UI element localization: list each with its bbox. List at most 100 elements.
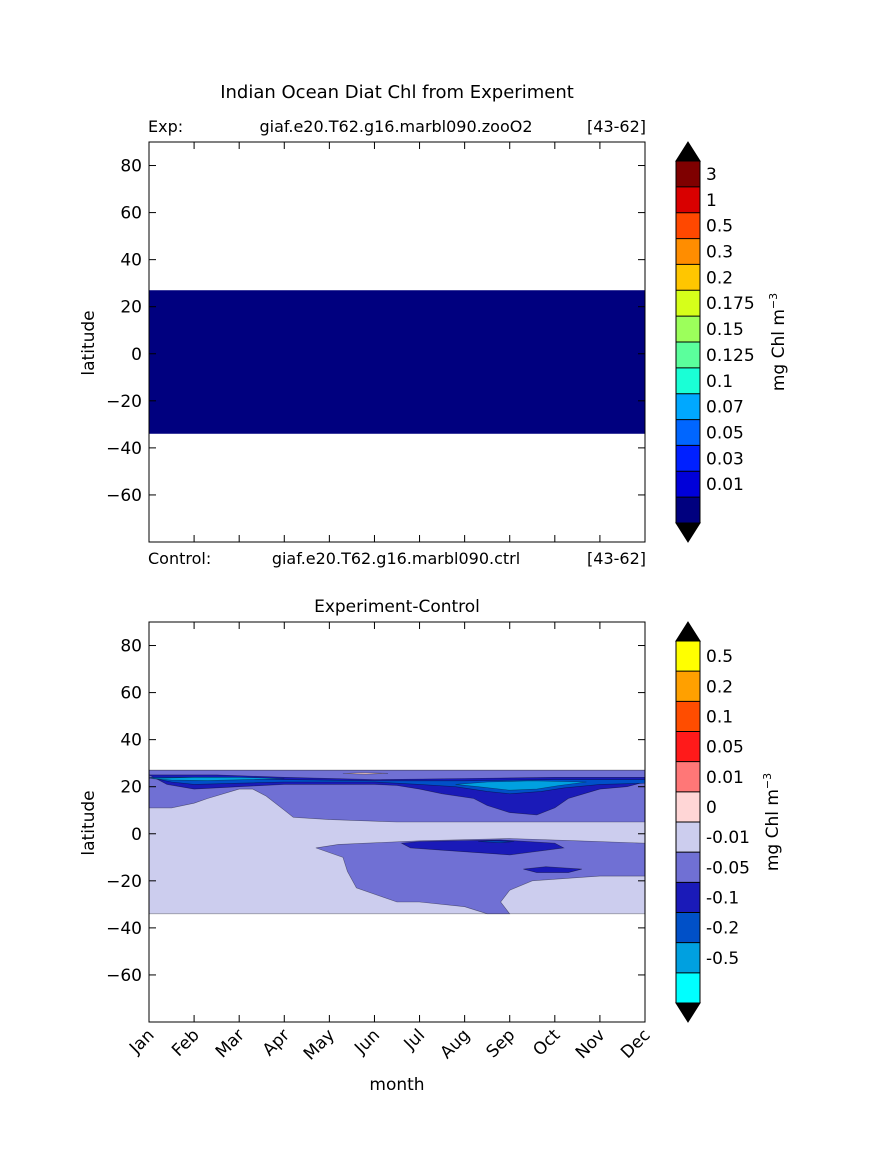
bottom-y-axis: 80 60 40 20 0 −20 −40 −60 (106, 637, 645, 986)
bottom-colorbar-swatch (676, 791, 700, 823)
top-ytick-label: −20 (106, 392, 142, 412)
top-panel: Exp: giaf.e20.T62.g16.marbl090.zooO2 [43… (79, 117, 789, 568)
top-ytick-label: 40 (120, 251, 142, 271)
bottom-colorbar-swatch (676, 852, 700, 883)
bottom-x-axis-label: month (369, 1075, 424, 1095)
top-colorbar-swatch (676, 186, 700, 214)
top-colorbar-swatch (676, 445, 700, 472)
bottom-contour-region (478, 840, 515, 844)
bottom-ytick-label: 0 (131, 825, 142, 845)
bottom-colorbar-tick-label: 0.2 (706, 677, 733, 697)
top-colorbar-tick-label: 0.01 (706, 475, 744, 495)
top-colorbar-swatch (676, 419, 700, 446)
bottom-colorbar-tick-label: -0.2 (706, 919, 739, 939)
bottom-contour-region (148, 776, 285, 781)
bottom-colorbar-swatch (676, 671, 700, 702)
top-colorbar-swatch (676, 161, 700, 188)
bottom-ytick-label: 60 (120, 684, 142, 704)
top-control-case: giaf.e20.T62.g16.marbl090.ctrl (272, 549, 520, 568)
bottom-colorbar: 0.5 0.2 0.1 0.05 0.01 0 -0.01 -0.05 -0.1 -0.2 -0.5 (675, 621, 750, 1023)
bottom-ytick-label: −20 (106, 872, 142, 892)
bottom-colorbar-tick-label: 0.5 (706, 647, 733, 667)
top-y-axis-label: latitude (79, 310, 99, 375)
top-colorbar-tick-label: 0.125 (706, 346, 755, 366)
bottom-colorbar-swatch (676, 972, 700, 1004)
top-colorbar-swatch (676, 212, 700, 239)
bottom-colorbar-tick-label: 0.1 (706, 707, 733, 727)
top-colorbar-tick-label: 0.3 (706, 243, 733, 263)
top-colorbar-tick-label: 0.5 (706, 217, 733, 237)
bottom-ytick-label: 20 (120, 778, 142, 798)
bottom-colorbar-tick-label: 0 (706, 798, 717, 818)
top-plot-frame (148, 141, 646, 543)
top-colorbar-tick-label: 0.1 (706, 372, 733, 392)
top-colorbar-swatch (676, 290, 700, 317)
top-colorbar-swatch (676, 497, 700, 524)
top-colorbar-swatch (676, 264, 700, 291)
bottom-colorbar-swatch (676, 912, 700, 944)
top-colorbar-swatch (676, 367, 700, 395)
top-colorbar-swatch (676, 316, 700, 343)
bottom-colorbar-tick-label: -0.01 (706, 828, 750, 848)
bottom-ytick-label: −60 (106, 966, 142, 986)
bottom-ytick-label: −40 (106, 919, 142, 939)
top-exp-label: Exp: (148, 117, 183, 136)
bottom-contour-region (342, 772, 389, 775)
top-control-label: Control: (148, 549, 211, 568)
bottom-colorbar-swatch (676, 882, 700, 913)
bottom-colorbar-tick-label: 0.05 (706, 738, 744, 758)
bottom-colorbar-swatch (676, 731, 700, 763)
bottom-colorbar-tick-label: 0.01 (706, 768, 744, 788)
bottom-colorbar-tick-label: -0.1 (706, 888, 739, 908)
bottom-colorbar-tick-label: -0.05 (706, 858, 750, 878)
bottom-colorbar-swatch (676, 942, 700, 974)
top-colorbar-swatch (676, 393, 700, 420)
bottom-colorbar-swatch (676, 701, 700, 732)
bottom-colorbar-tick-label: -0.5 (706, 949, 739, 969)
bottom-contour-region (455, 780, 587, 791)
bottom-contour-region (315, 838, 646, 915)
bottom-contour-region (523, 866, 582, 873)
top-exp-case: giaf.e20.T62.g16.marbl090.zooO2 (259, 117, 532, 136)
top-ytick-label: 80 (120, 157, 142, 177)
top-colorbar-swatch (676, 471, 700, 498)
bottom-contour-fill (148, 769, 646, 915)
top-colorbar-tick-label: 0.175 (706, 294, 755, 314)
top-x-ticks (148, 142, 646, 542)
figure-title: Indian Ocean Diat Chl from Experiment (220, 82, 574, 103)
top-ytick-label: 20 (120, 298, 142, 318)
top-exp-years: [43-62] (587, 117, 646, 136)
top-colorbar: 3 1 0.5 0.3 0.2 0.175 0.15 0.125 0.1 0.07 0.05 0.03… (675, 141, 755, 543)
top-data-fill (149, 290, 645, 434)
bottom-colorbar-swatch (676, 761, 700, 793)
top-colorbar-tick-label: 1 (706, 191, 717, 211)
top-colorbar-tick-label: 0.15 (706, 320, 744, 340)
top-colorbar-tick-label: 0.07 (706, 398, 744, 418)
bottom-contour-region (400, 839, 565, 856)
bottom-colorbar-label: mg Chl m−3 (761, 773, 783, 871)
bottom-plot-frame (148, 621, 646, 1023)
bottom-y-axis-label: latitude (79, 790, 99, 855)
top-colorbar-tick-label: 0.03 (706, 449, 744, 469)
top-ytick-label: 60 (120, 204, 142, 224)
bottom-colorbar-swatch (676, 822, 700, 853)
top-colorbar-swatch (676, 238, 700, 265)
top-control-years: [43-62] (587, 549, 646, 568)
top-colorbar-tick-label: 0.05 (706, 424, 744, 444)
bottom-colorbar-swatch (676, 641, 700, 672)
top-fill-band (149, 290, 645, 434)
bottom-ytick-label: 40 (120, 731, 142, 751)
top-colorbar-swatch (676, 342, 700, 369)
top-colorbar-label: mg Chl m−3 (767, 293, 789, 391)
top-colorbar-tick-label: 3 (706, 165, 717, 185)
bottom-ytick-label: 80 (120, 637, 142, 657)
top-y-axis: 80 60 40 20 0 −20 −40 −60 (106, 157, 645, 506)
bottom-panel-title: Experiment-Control (314, 597, 480, 617)
top-colorbar-tick-label: 0.2 (706, 268, 733, 288)
top-ytick-label: −60 (106, 486, 142, 506)
top-ytick-label: 0 (131, 345, 142, 365)
top-ytick-label: −40 (106, 439, 142, 459)
